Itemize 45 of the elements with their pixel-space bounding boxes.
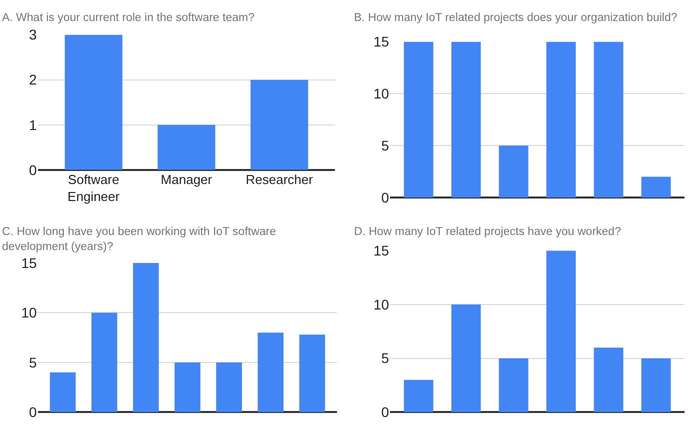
y-tick-label: 10: [374, 86, 390, 102]
bar: [91, 312, 118, 412]
x-tick-label: Researcher: [246, 172, 314, 187]
y-tick-label: 0: [29, 404, 38, 420]
y-tick-label: 5: [29, 354, 38, 370]
bar: [299, 334, 326, 412]
y-tick-label: 2: [29, 72, 38, 88]
bar: [451, 304, 481, 412]
chart-title: B. How many IoT related projects does your organization build?: [354, 12, 678, 24]
chart-title: A. What is your current role in the software team?: [2, 12, 254, 24]
y-tick-label: 15: [21, 254, 38, 271]
y-tick-label: 5: [381, 350, 390, 366]
y-tick-label: 3: [29, 26, 38, 43]
bar: [133, 263, 159, 412]
bar: [158, 124, 216, 170]
bar: [50, 372, 76, 412]
bar: [498, 146, 528, 198]
bar: [594, 42, 624, 198]
bar: [498, 358, 528, 412]
y-tick-label: 15: [374, 242, 390, 259]
bar: [64, 34, 122, 170]
y-tick-label: 5: [381, 138, 390, 154]
chart-title: D. How many IoT related projects have you worked?: [354, 226, 621, 238]
y-tick-label: 1: [29, 116, 38, 133]
bar: [404, 380, 434, 412]
y-tick-label: 15: [374, 34, 390, 50]
bar: [546, 42, 576, 198]
y-tick-label: 0: [381, 189, 390, 206]
bar: [451, 42, 481, 198]
x-tick-label: Manager: [160, 172, 213, 187]
bar: [216, 362, 242, 412]
x-tick-label: Software Engineer: [68, 172, 120, 204]
y-tick-label: 0: [29, 162, 38, 178]
bar: [258, 332, 284, 412]
bar: [174, 362, 200, 412]
bar: [594, 348, 624, 412]
bar: [641, 176, 671, 198]
bar: [404, 42, 434, 198]
y-tick-label: 10: [21, 304, 38, 321]
chart-title: C. How long have you been working with IoT software development (years)?: [2, 226, 276, 253]
bar: [546, 250, 576, 412]
y-tick-label: 0: [381, 404, 390, 420]
bar: [250, 80, 308, 170]
y-tick-label: 10: [374, 296, 390, 312]
bar: [641, 358, 671, 412]
